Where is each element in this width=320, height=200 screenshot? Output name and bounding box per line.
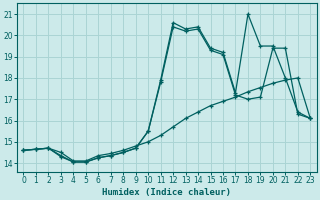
X-axis label: Humidex (Indice chaleur): Humidex (Indice chaleur) (102, 188, 231, 197)
